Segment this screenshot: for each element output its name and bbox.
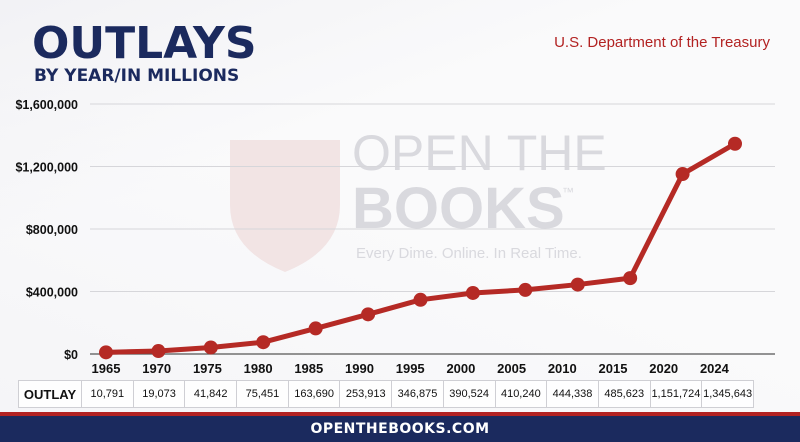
data-point bbox=[99, 345, 113, 360]
outlay-value-cell: 485,623 bbox=[597, 380, 651, 408]
chart-subtitle: BY YEAR/IN MILLIONS bbox=[34, 66, 240, 86]
outlay-table: OUTLAY 10,791 19,073 41,842 75,451 163,690 25… bbox=[18, 380, 754, 408]
y-tick-label: $0 bbox=[64, 348, 78, 362]
data-point bbox=[465, 285, 480, 300]
x-tick-label: 1980 bbox=[244, 361, 273, 376]
outlay-value-cell: 41,842 bbox=[184, 380, 238, 408]
data-point bbox=[308, 321, 323, 336]
y-tick-label: $400,000 bbox=[26, 286, 78, 300]
watermark-line2: BOOKS bbox=[352, 176, 565, 241]
x-tick-label: 1965 bbox=[92, 361, 121, 376]
data-point bbox=[413, 292, 428, 307]
y-tick-label: $800,000 bbox=[26, 223, 78, 237]
data-point bbox=[518, 282, 533, 297]
data-point bbox=[623, 271, 638, 286]
x-tick-label: 2015 bbox=[599, 361, 628, 376]
outlay-value-cell: 19,073 bbox=[132, 380, 186, 408]
outlay-value-cell: 444,338 bbox=[546, 380, 599, 408]
x-tick-label: 2000 bbox=[446, 361, 475, 376]
footer-stripe bbox=[0, 412, 800, 416]
x-tick-label: 1995 bbox=[396, 361, 425, 376]
x-tick-label: 1990 bbox=[345, 361, 374, 376]
outlay-value-cell: 346,875 bbox=[391, 380, 444, 408]
watermark-shield-icon bbox=[230, 140, 340, 272]
outlay-row: OUTLAY 10,791 19,073 41,842 75,451 163,690 25… bbox=[18, 380, 754, 408]
source-label: U.S. Department of the Treasury bbox=[554, 34, 770, 51]
outlay-row-label: OUTLAY bbox=[18, 380, 82, 408]
y-tick-label: $1,600,000 bbox=[15, 98, 78, 112]
data-point bbox=[151, 344, 166, 359]
x-tick-label: 2024 bbox=[700, 361, 730, 376]
outlay-value-cell: 163,690 bbox=[287, 380, 341, 408]
watermark-line1: OPEN THE bbox=[352, 125, 607, 181]
x-tick-label: 2010 bbox=[548, 361, 577, 376]
outlay-value-cell: 410,240 bbox=[494, 380, 548, 408]
data-point bbox=[203, 340, 218, 355]
watermark-tagline: Every Dime. Online. In Real Time. bbox=[356, 245, 582, 262]
data-point bbox=[675, 167, 690, 182]
outlay-value-cell: 75,451 bbox=[236, 380, 289, 408]
y-tick-label: $1,200,000 bbox=[15, 161, 78, 175]
outlay-value-cell: 10,791 bbox=[81, 380, 134, 408]
x-tick-label: 1975 bbox=[193, 361, 222, 376]
footer-banner: OPENTHEBOOKS.COM bbox=[0, 416, 800, 442]
chart-title: OUTLAYS bbox=[32, 18, 257, 69]
data-point bbox=[570, 277, 585, 292]
outlay-value-cell: 390,524 bbox=[442, 380, 496, 408]
outlay-value-cell: 1,345,643 bbox=[701, 380, 754, 408]
data-point bbox=[256, 335, 271, 350]
x-tick-label: 2005 bbox=[497, 361, 526, 376]
data-point bbox=[728, 136, 742, 151]
watermark-trademark: ™ bbox=[562, 185, 574, 199]
x-tick-label: 1985 bbox=[294, 361, 323, 376]
data-point bbox=[361, 307, 376, 322]
x-tick-label: 2020 bbox=[649, 361, 678, 376]
x-tick-label: 1970 bbox=[142, 361, 171, 376]
outlay-value-cell: 253,913 bbox=[339, 380, 393, 408]
outlay-value-cell: 1,151,724 bbox=[649, 380, 703, 408]
